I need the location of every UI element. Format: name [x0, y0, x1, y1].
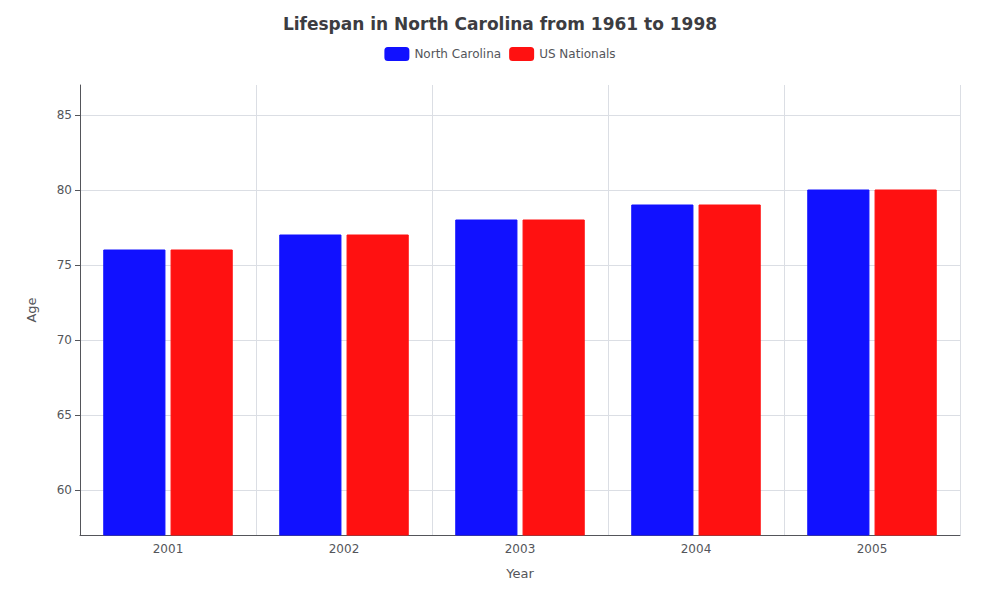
svg-text:65: 65	[57, 408, 72, 422]
svg-text:85: 85	[57, 108, 72, 122]
svg-text:US Nationals: US Nationals	[539, 47, 615, 61]
svg-text:2002: 2002	[329, 542, 360, 556]
svg-text:60: 60	[57, 483, 72, 497]
svg-text:Age: Age	[24, 297, 39, 322]
svg-text:80: 80	[57, 183, 72, 197]
svg-text:75: 75	[57, 258, 72, 272]
svg-text:2005: 2005	[857, 542, 888, 556]
svg-text:2001: 2001	[153, 542, 184, 556]
svg-text:2004: 2004	[681, 542, 712, 556]
svg-text:Lifespan in North Carolina fro: Lifespan in North Carolina from 1961 to …	[283, 14, 717, 34]
svg-text:Year: Year	[505, 566, 534, 581]
svg-text:North Carolina: North Carolina	[414, 47, 501, 61]
svg-text:70: 70	[57, 333, 72, 347]
svg-text:2003: 2003	[505, 542, 536, 556]
